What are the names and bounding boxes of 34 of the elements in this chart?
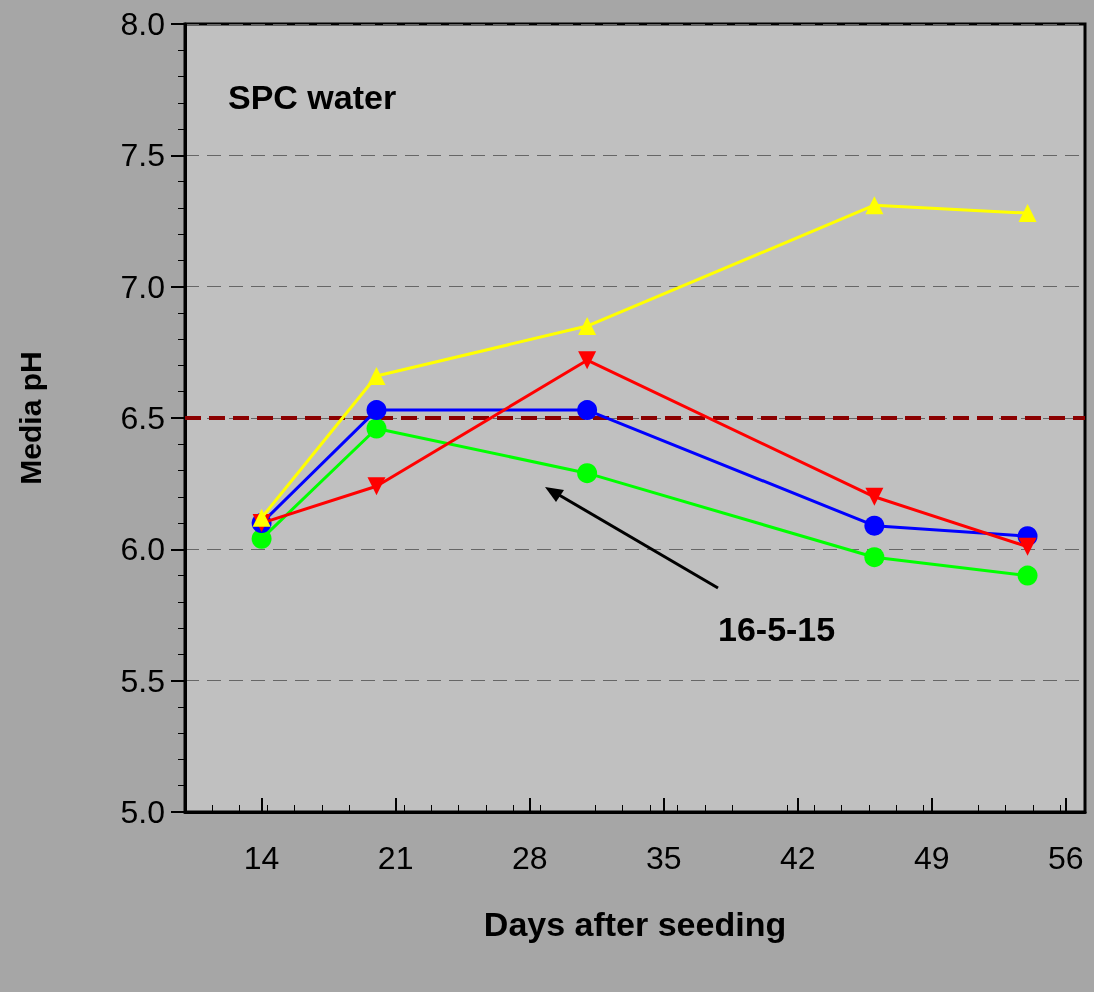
point (577, 400, 598, 421)
point (865, 487, 884, 506)
x-tick-label: 35 (645, 840, 682, 876)
y-tick-label: 7.5 (120, 137, 165, 174)
point (865, 196, 884, 215)
point (578, 351, 597, 370)
y-tick-label: 7.0 (120, 268, 165, 305)
annotation: 16-5-15 (718, 610, 836, 648)
point (367, 477, 386, 496)
x-tick-label: 14 (243, 840, 280, 876)
point (367, 366, 386, 385)
point (1018, 537, 1037, 556)
y-tick-label: 8.0 (120, 6, 165, 42)
annotation: SPC water (228, 78, 397, 116)
point (864, 547, 885, 568)
y-tick-label: 5.5 (120, 662, 165, 699)
point (577, 463, 598, 484)
y-axis-title: Media pH (13, 351, 47, 485)
y-tick-label: 6.5 (120, 400, 165, 436)
x-tick-label: 56 (1048, 840, 1084, 876)
point (366, 418, 387, 439)
point (864, 515, 885, 536)
point (366, 400, 387, 421)
y-tick-label: 5.0 (120, 794, 165, 830)
y-tick-label: 6.0 (120, 531, 165, 568)
x-axis-title: Days after seeding (483, 905, 787, 943)
x-tick-label: 49 (914, 840, 950, 876)
x-tick-label: 21 (377, 840, 414, 876)
x-tick-label: 28 (511, 840, 548, 876)
point (1018, 204, 1037, 223)
point (252, 508, 271, 527)
x-tick-label: 42 (779, 840, 816, 876)
point (578, 317, 597, 336)
point (1017, 565, 1038, 586)
